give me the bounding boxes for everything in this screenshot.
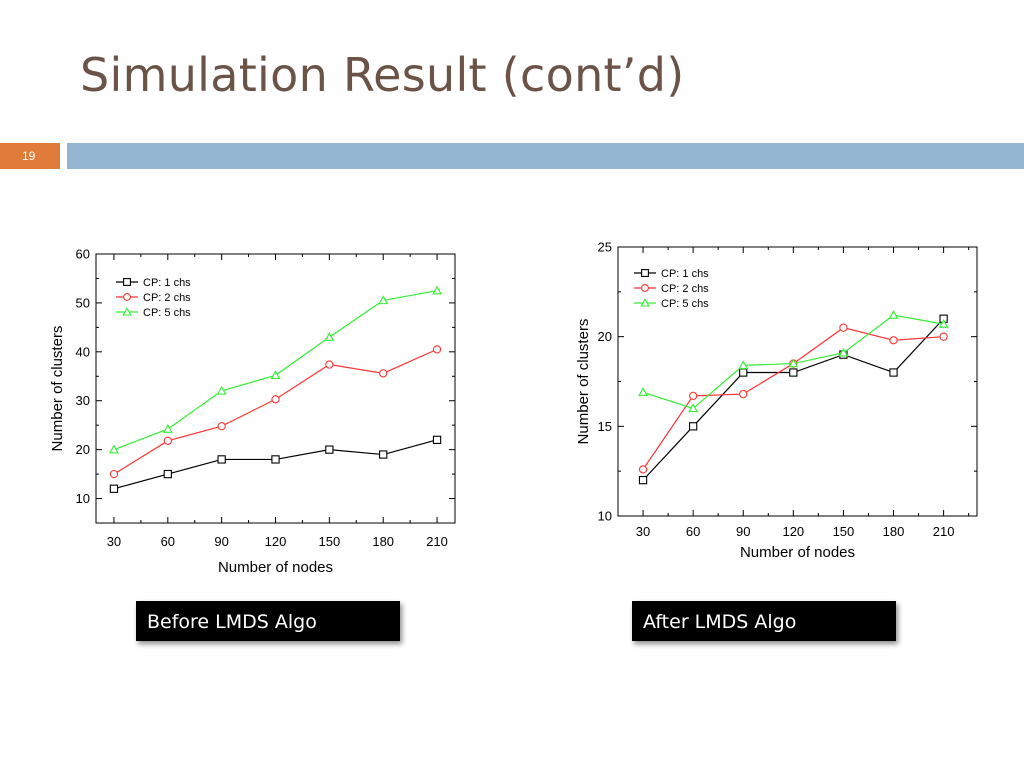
data-point-series-1 — [432, 435, 442, 445]
x-tick-label: 210 — [933, 524, 955, 539]
y-axis-label: Number of clusters — [49, 326, 66, 452]
data-point-series-1 — [325, 445, 334, 454]
x-tick-label: 120 — [782, 524, 804, 539]
x-tick-label: 150 — [318, 534, 340, 549]
data-point-series-1 — [109, 484, 119, 493]
x-axis-label: Number of nodes — [218, 559, 333, 576]
legend-marker — [123, 278, 131, 286]
header-bar — [67, 143, 1024, 169]
data-point-series-3 — [938, 319, 949, 328]
data-point-series-3 — [216, 385, 227, 395]
data-point-series-2 — [325, 360, 334, 369]
data-point-series-3 — [270, 370, 281, 380]
data-point-series-2 — [739, 389, 748, 399]
x-tick-label: 60 — [161, 534, 175, 549]
data-point-series-1 — [217, 455, 226, 464]
caption-before-lmds: Before LMDS Algo — [136, 601, 400, 641]
data-point-series-2 — [271, 395, 280, 404]
data-point-series-1 — [379, 450, 388, 459]
legend-marker — [641, 284, 649, 292]
x-tick-label: 210 — [426, 534, 448, 549]
y-tick-label: 20 — [598, 329, 612, 344]
y-axis-label: Number of clusters — [575, 319, 592, 445]
series-line-2 — [642, 327, 944, 470]
y-tick-label: 15 — [598, 419, 612, 434]
x-tick-label: 30 — [107, 534, 121, 549]
x-axis-label: Number of nodes — [740, 544, 855, 561]
x-tick-label: 180 — [372, 534, 394, 549]
legend-marker — [123, 293, 131, 301]
data-point-series-1 — [271, 455, 280, 464]
data-point-series-1 — [638, 475, 648, 485]
data-point-series-2 — [217, 422, 226, 431]
data-point-series-3 — [838, 347, 849, 357]
y-tick-label: 10 — [76, 491, 90, 506]
data-point-series-1 — [739, 368, 748, 377]
legend-label: CP: 1 chs — [661, 268, 709, 280]
legend-label: CP: 1 chs — [143, 277, 191, 289]
x-tick-label: 90 — [214, 534, 228, 549]
data-point-series-2 — [939, 332, 948, 341]
data-point-series-3 — [688, 403, 699, 413]
data-point-series-2 — [889, 336, 898, 345]
y-tick-label: 40 — [76, 344, 90, 359]
y-tick-label: 20 — [76, 442, 90, 457]
x-tick-label: 150 — [833, 524, 855, 539]
data-point-series-3 — [788, 358, 799, 368]
data-point-series-2 — [109, 469, 119, 479]
caption-after-lmds: After LMDS Algo — [632, 601, 896, 641]
legend-marker — [122, 307, 132, 316]
legend-marker — [640, 298, 650, 307]
chart-after-lmds: 10 15 20 25 30 60 90 120 150 180 210 Number of node… — [568, 234, 988, 564]
data-point-series-3 — [432, 285, 442, 295]
data-point-series-3 — [378, 295, 389, 305]
chart-before-lmds-svg: 10 20 30 40 50 60 30 60 90 120 150 180 210 Number of … — [49, 247, 456, 576]
y-tick-label: 10 — [598, 509, 612, 524]
data-point-series-2 — [379, 369, 388, 378]
data-point-series-3 — [738, 360, 749, 370]
chart-before-lmds: 10 20 30 40 50 60 30 60 90 120 150 180 210 Number of … — [40, 236, 470, 586]
x-tick-label: 30 — [636, 524, 650, 539]
y-tick-label: 30 — [76, 393, 90, 408]
slide-title: Simulation Result (cont’d) — [80, 48, 685, 102]
data-point-series-1 — [163, 469, 172, 479]
chart-after-lmds-svg: 10 15 20 25 30 60 90 120 150 180 210 Number of node… — [575, 240, 978, 561]
legend-label: CP: 5 chs — [661, 298, 709, 310]
data-point-series-1 — [688, 422, 698, 431]
data-point-series-1 — [789, 368, 798, 377]
legend-label: CP: 5 chs — [143, 307, 191, 319]
data-point-series-3 — [109, 444, 119, 454]
legend-marker — [641, 269, 649, 277]
x-tick-label: 120 — [265, 534, 287, 549]
data-point-series-3 — [324, 332, 335, 341]
legend-label: CP: 2 chs — [661, 283, 709, 295]
y-tick-label: 60 — [76, 247, 90, 262]
data-point-series-2 — [163, 436, 172, 445]
data-point-series-3 — [888, 310, 899, 319]
x-tick-label: 180 — [883, 524, 905, 539]
y-tick-label: 25 — [598, 240, 612, 255]
x-tick-label: 90 — [736, 524, 750, 539]
data-point-series-2 — [432, 345, 442, 354]
data-point-series-2 — [839, 323, 848, 332]
series-line-1 — [642, 318, 945, 481]
y-tick-label: 50 — [76, 295, 90, 310]
data-point-series-3 — [638, 387, 648, 396]
page-number: 19 — [0, 143, 60, 169]
legend-label: CP: 2 chs — [143, 292, 191, 304]
data-point-series-2 — [638, 465, 648, 474]
x-tick-label: 60 — [686, 524, 700, 539]
series-line-1 — [113, 439, 438, 490]
data-point-series-3 — [162, 424, 173, 433]
data-point-series-1 — [889, 368, 898, 377]
data-point-series-2 — [688, 391, 698, 400]
